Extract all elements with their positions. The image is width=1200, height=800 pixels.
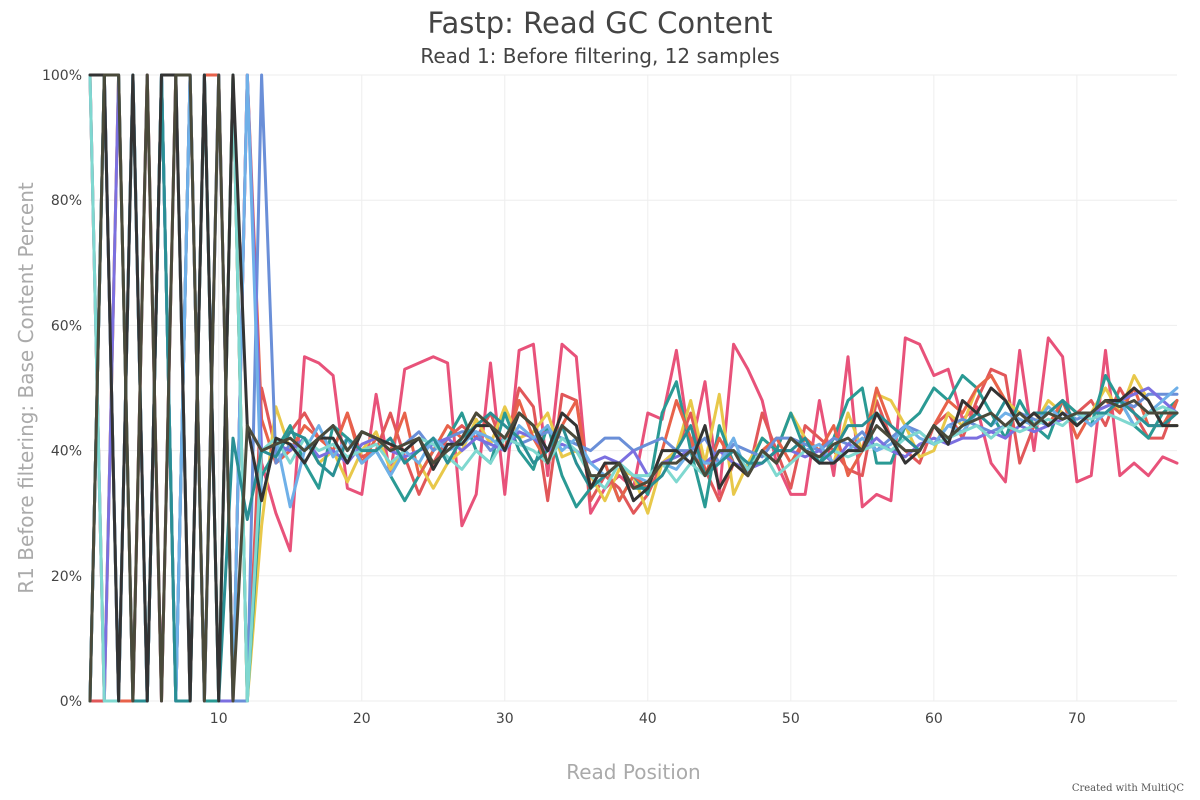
y-tick-label: 100%: [42, 68, 82, 84]
series-line: [88, 73, 1179, 703]
x-tick-label: 50: [782, 711, 800, 727]
credit-text: Created with MultiQC: [1071, 783, 1184, 794]
series-line: [88, 73, 1179, 703]
y-tick-label: 60%: [51, 318, 82, 334]
x-tick-label: 10: [210, 711, 228, 727]
chart-subtitle: Read 1: Before filtering, 12 samples: [420, 44, 780, 68]
y-tick-label: 80%: [51, 193, 82, 209]
y-tick-label: 0%: [60, 694, 82, 710]
y-tick-label: 40%: [51, 444, 82, 460]
x-tick-label: 30: [496, 711, 514, 727]
series-line: [88, 73, 1179, 703]
x-tick-label: 20: [353, 711, 371, 727]
x-axis-label: Read Position: [566, 760, 701, 784]
chart-title: Fastp: Read GC Content: [427, 6, 773, 40]
x-tick-label: 70: [1068, 711, 1086, 727]
y-tick-label: 20%: [51, 569, 82, 585]
series-line: [88, 73, 1179, 703]
x-tick-label: 60: [925, 711, 943, 727]
x-tick-label: 40: [639, 711, 657, 727]
